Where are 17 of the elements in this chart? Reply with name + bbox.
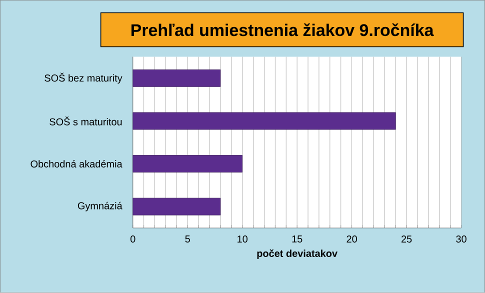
y-tick-label: Gymnáziá [78,202,122,212]
x-tick-label: 0 [130,236,136,243]
chart-title: Prehľad umiestnenia žiakov 9.ročníka [131,23,434,36]
bar [132,155,243,173]
x-tick-label: 5 [185,236,190,243]
x-tick-label: 20 [346,236,357,243]
bar [132,70,221,87]
y-tick-label: SOŠ bez maturity [44,72,122,84]
x-tick-label: 10 [238,236,248,243]
x-tick-label: 25 [402,236,412,243]
y-tick-label: SOŠ s maturitou [50,116,122,126]
bar [132,112,396,130]
x-tick-label: 15 [292,236,302,243]
x-tick-label: 30 [456,236,466,243]
y-tick-label: Obchodná akadémia [30,160,122,168]
bar [132,198,221,216]
x-axis-title: počet deviatakov [257,250,338,260]
